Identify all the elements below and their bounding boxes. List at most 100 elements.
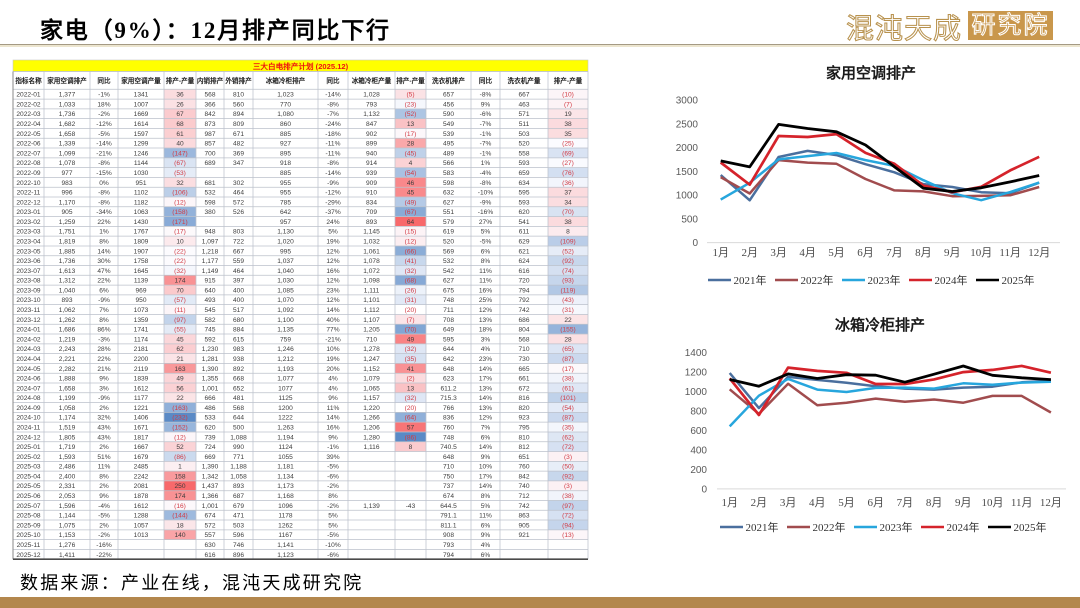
svg-text:洗衣机产量: 洗衣机产量	[508, 76, 541, 85]
svg-text:(17): (17)	[405, 131, 417, 138]
svg-text:家用空调排产: 家用空调排产	[826, 64, 916, 82]
svg-text:(26): (26)	[405, 287, 417, 294]
svg-text:1430: 1430	[134, 219, 149, 226]
svg-text:1839: 1839	[134, 376, 149, 383]
svg-text:-4%: -4%	[480, 170, 492, 177]
svg-text:648: 648	[443, 454, 454, 461]
svg-text:687: 687	[233, 493, 244, 500]
svg-text:-1%: -1%	[480, 150, 492, 157]
svg-text:46: 46	[407, 180, 415, 187]
svg-text:651: 651	[518, 454, 529, 461]
svg-text:12%: 12%	[326, 258, 339, 265]
svg-text:(12): (12)	[174, 434, 186, 441]
svg-text:2022-11: 2022-11	[17, 190, 41, 197]
svg-text:6%: 6%	[481, 434, 491, 441]
svg-text:2022-02: 2022-02	[16, 101, 41, 108]
svg-text:1,152: 1,152	[363, 366, 380, 373]
svg-text:657: 657	[443, 92, 454, 99]
svg-text:68: 68	[176, 121, 184, 128]
svg-text:9%: 9%	[328, 434, 338, 441]
svg-text:40%: 40%	[326, 317, 339, 324]
svg-text:11%: 11%	[98, 464, 111, 471]
svg-text:-2%: -2%	[98, 111, 110, 118]
svg-text:47%: 47%	[97, 268, 110, 275]
svg-text:(171): (171)	[172, 219, 187, 226]
svg-text:572: 572	[204, 522, 215, 529]
svg-text:4%: 4%	[328, 376, 338, 383]
svg-text:10月: 10月	[982, 497, 1004, 509]
svg-text:2%: 2%	[99, 444, 109, 451]
svg-text:1,390: 1,390	[202, 464, 219, 471]
svg-text:4: 4	[409, 160, 413, 167]
svg-text:1,033: 1,033	[59, 101, 76, 108]
svg-text:-34%: -34%	[96, 209, 112, 216]
svg-text:503: 503	[518, 131, 529, 138]
svg-text:593: 593	[518, 160, 529, 167]
svg-text:2025-10: 2025-10	[16, 532, 41, 539]
svg-text:-6%: -6%	[327, 473, 339, 480]
svg-text:-8%: -8%	[327, 160, 339, 167]
svg-text:-29%: -29%	[325, 199, 341, 206]
svg-text:(87): (87)	[562, 356, 574, 363]
svg-text:2022-04: 2022-04	[16, 121, 41, 128]
svg-text:3%: 3%	[481, 336, 491, 343]
svg-text:9%: 9%	[328, 395, 338, 402]
svg-text:995: 995	[280, 248, 291, 255]
svg-text:5%: 5%	[481, 503, 491, 510]
svg-text:905: 905	[518, 522, 529, 529]
svg-text:-6%: -6%	[480, 111, 492, 118]
svg-text:163: 163	[174, 366, 185, 373]
svg-text:6%: 6%	[99, 287, 109, 294]
svg-text:1177: 1177	[134, 395, 149, 402]
svg-text:893: 893	[233, 483, 244, 490]
svg-text:2月: 2月	[741, 247, 758, 259]
svg-text:19%: 19%	[326, 356, 339, 363]
svg-text:627: 627	[443, 278, 454, 285]
svg-text:1500: 1500	[676, 167, 699, 178]
svg-text:1030: 1030	[134, 170, 149, 177]
svg-text:2024-11: 2024-11	[17, 425, 41, 432]
svg-text:2023-01: 2023-01	[16, 209, 41, 216]
svg-text:2%: 2%	[99, 483, 109, 490]
svg-text:(7): (7)	[564, 101, 572, 108]
svg-text:541: 541	[518, 219, 529, 226]
svg-text:45: 45	[176, 336, 184, 343]
svg-text:2024-01: 2024-01	[16, 327, 41, 334]
svg-text:(13): (13)	[562, 532, 574, 539]
svg-text:1%: 1%	[99, 229, 109, 236]
svg-text:624: 624	[518, 258, 529, 265]
svg-text:18: 18	[176, 522, 184, 529]
svg-text:2024-04: 2024-04	[16, 356, 41, 363]
svg-text:2025-07: 2025-07	[16, 503, 41, 510]
svg-text:1,230: 1,230	[202, 346, 219, 353]
svg-text:(7): (7)	[406, 317, 414, 324]
svg-text:1288: 1288	[134, 513, 149, 520]
svg-text:1,805: 1,805	[59, 434, 76, 441]
svg-text:70: 70	[176, 287, 184, 294]
svg-text:482: 482	[233, 141, 244, 148]
svg-text:1767: 1767	[134, 229, 149, 236]
svg-text:1,157: 1,157	[363, 395, 380, 402]
svg-text:1,144: 1,144	[59, 513, 76, 520]
svg-text:57: 57	[407, 425, 415, 432]
svg-text:1907: 1907	[134, 248, 149, 255]
svg-text:-1%: -1%	[98, 92, 110, 99]
svg-text:77%: 77%	[326, 327, 339, 334]
svg-text:1077: 1077	[278, 385, 293, 392]
svg-text:1013: 1013	[134, 532, 149, 539]
svg-text:1,262: 1,262	[59, 317, 76, 324]
svg-text:(97): (97)	[562, 503, 574, 510]
svg-text:-9%: -9%	[98, 395, 110, 402]
svg-text:2024-05: 2024-05	[16, 366, 41, 373]
svg-text:34: 34	[564, 199, 572, 206]
svg-text:-15%: -15%	[96, 170, 112, 177]
svg-text:20%: 20%	[326, 366, 339, 373]
svg-text:10: 10	[176, 238, 184, 245]
svg-text:836: 836	[443, 415, 454, 422]
svg-text:(54): (54)	[405, 170, 417, 177]
svg-text:5%: 5%	[328, 229, 338, 236]
svg-text:1,312: 1,312	[59, 278, 76, 285]
svg-text:2025-11: 2025-11	[17, 542, 41, 549]
svg-text:1,070: 1,070	[277, 297, 294, 304]
svg-text:26: 26	[176, 101, 184, 108]
